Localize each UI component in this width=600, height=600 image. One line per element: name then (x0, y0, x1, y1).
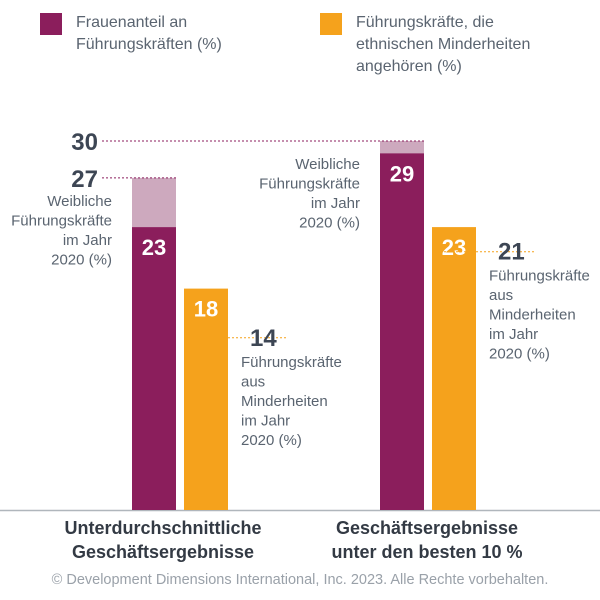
bar-previous-women-1 (380, 141, 424, 154)
category-label-below-average: Unterdurchschnittliche Geschäftsergebnis… (64, 518, 262, 562)
bar-minorities-1 (432, 227, 476, 510)
legend-label-minorities: Führungskräfte, die ethnischen Minderhei… (356, 14, 531, 75)
copyright-notice: © Development Dimensions International, … (51, 572, 549, 588)
bar-previous-women-0 (132, 177, 176, 228)
bar-women-0 (132, 227, 176, 510)
previous-value-women-0: 27 (71, 166, 98, 193)
data-label-minorities-0: 18 (194, 297, 218, 322)
data-label-minorities-1: 23 (442, 235, 466, 260)
legend-label-women: Frauenanteil an Führungskräften (%) (76, 14, 222, 53)
legend-minorities: Führungskräfte, die ethnischen Minderhei… (320, 12, 530, 78)
previous-caption-women-0: Weibliche Führungskräfte im Jahr 2020 (%) (11, 193, 112, 269)
previous-value-minorities-1: 21 (498, 239, 525, 266)
previous-value-women-1: 30 (71, 129, 98, 156)
legend-women: Frauenanteil an Führungskräften (%) (40, 12, 222, 56)
previous-caption-minorities-0: Führungskräfte aus Minderheiten im Jahr 2020… (241, 354, 342, 449)
legend-swatch-minorities (320, 13, 342, 35)
previous-caption-women-1: Weibliche Führungskräfte im Jahr 2020 (%) (259, 156, 360, 232)
bar-women-1 (380, 153, 424, 511)
previous-value-minorities-0: 14 (250, 325, 277, 352)
data-label-women-1: 29 (390, 161, 414, 186)
bar-minorities-0 (184, 288, 228, 510)
category-label-top-10: Geschäftsergebnisse unter den besten 10 … (331, 518, 523, 562)
data-label-women-0: 23 (142, 235, 166, 260)
legend-swatch-women (40, 13, 62, 35)
previous-caption-minorities-1: Führungskräfte aus Minderheiten im Jahr 2020… (489, 268, 590, 363)
